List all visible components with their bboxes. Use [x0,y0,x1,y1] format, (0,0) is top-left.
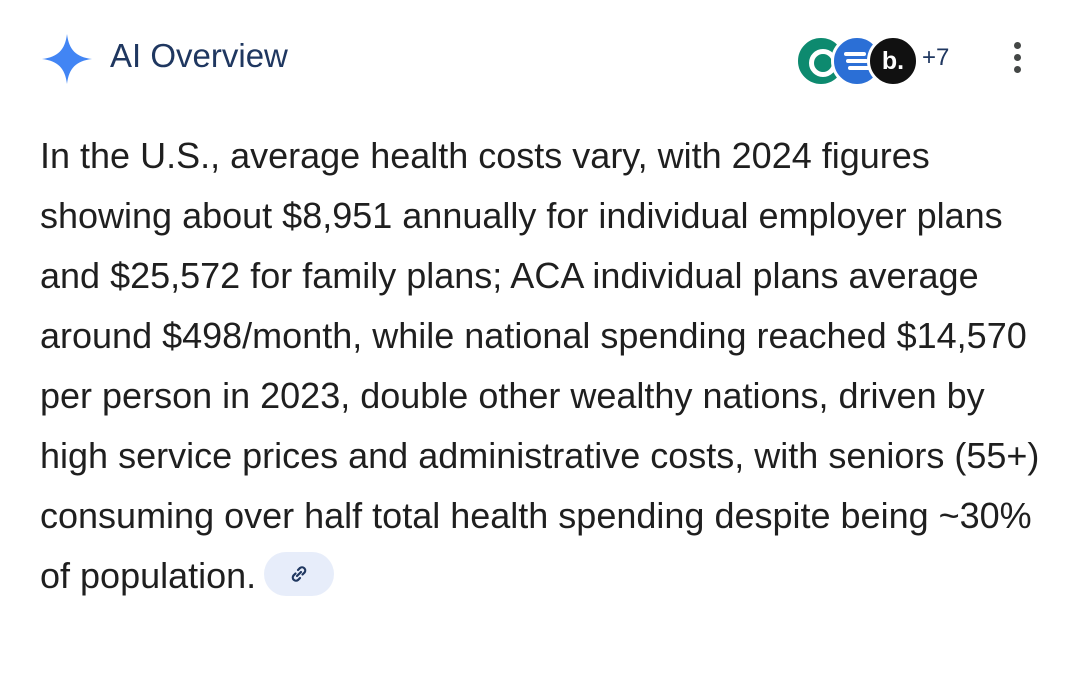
more-vert-icon [1014,42,1021,49]
more-options-button[interactable] [1003,38,1033,78]
gemini-sparkle-icon [42,34,92,84]
ai-overview-title: AI Overview [110,37,288,74]
source-link-chip[interactable] [264,552,335,597]
ai-overview-header: AI Overview b. +7 [0,0,1080,110]
link-icon [291,566,307,583]
overview-paragraph: In the U.S., average health costs vary, … [40,126,1050,606]
b-dot-source-icon[interactable]: b. [867,35,919,87]
overview-text: In the U.S., average health costs vary, … [40,135,1040,596]
sources-stack[interactable]: b. +7 [795,33,965,87]
more-sources-count[interactable]: +7 [922,44,950,71]
